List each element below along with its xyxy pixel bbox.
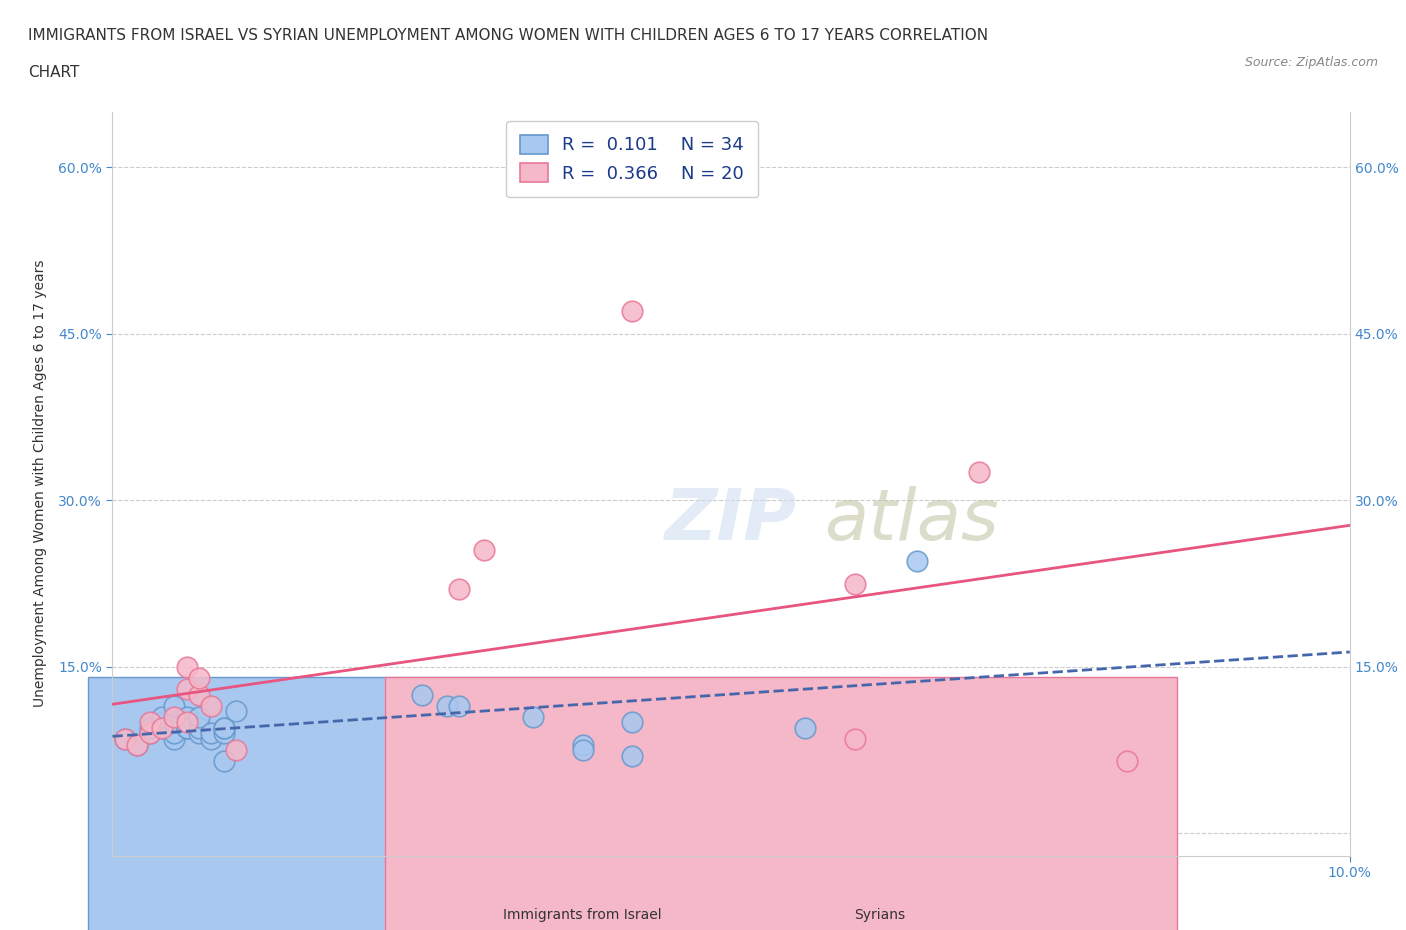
Point — [150, 721, 173, 736]
Point — [150, 721, 173, 736]
Point — [127, 737, 149, 752]
Text: CHART: CHART — [28, 65, 80, 80]
Point — [176, 715, 198, 730]
Point — [447, 698, 470, 713]
Point — [114, 732, 136, 747]
Point — [114, 732, 136, 747]
Point — [905, 554, 928, 569]
Point — [188, 687, 211, 702]
Point — [411, 687, 433, 702]
Point — [212, 754, 235, 769]
Point — [225, 743, 247, 758]
Point — [188, 721, 211, 736]
Point — [212, 726, 235, 741]
Point — [176, 682, 198, 697]
Point — [844, 732, 866, 747]
Point — [571, 737, 593, 752]
Point — [188, 726, 211, 741]
FancyBboxPatch shape — [385, 677, 1177, 930]
Point — [176, 659, 198, 674]
Point — [967, 465, 990, 480]
Text: Immigrants from Israel: Immigrants from Israel — [503, 908, 662, 922]
Point — [163, 698, 186, 713]
Point — [436, 698, 458, 713]
Point — [200, 726, 222, 741]
Text: Source: ZipAtlas.com: Source: ZipAtlas.com — [1244, 56, 1378, 69]
Y-axis label: Unemployment Among Women with Children Ages 6 to 17 years: Unemployment Among Women with Children A… — [34, 259, 46, 708]
Point — [200, 698, 222, 713]
Text: IMMIGRANTS FROM ISRAEL VS SYRIAN UNEMPLOYMENT AMONG WOMEN WITH CHILDREN AGES 6 T: IMMIGRANTS FROM ISRAEL VS SYRIAN UNEMPLO… — [28, 28, 988, 43]
Point — [188, 710, 211, 724]
Point — [571, 743, 593, 758]
Point — [212, 721, 235, 736]
Point — [472, 543, 495, 558]
Point — [176, 710, 198, 724]
Point — [163, 726, 186, 741]
Point — [138, 715, 160, 730]
Point — [794, 721, 817, 736]
Legend: R =  0.101    N = 34, R =  0.366    N = 20: R = 0.101 N = 34, R = 0.366 N = 20 — [506, 121, 758, 197]
Point — [621, 715, 644, 730]
Point — [447, 581, 470, 596]
Point — [163, 732, 186, 747]
Text: Syrians: Syrians — [853, 908, 905, 922]
Point — [138, 721, 160, 736]
Point — [225, 704, 247, 719]
Text: ZIP: ZIP — [665, 486, 797, 555]
Point — [138, 726, 160, 741]
Point — [1116, 754, 1139, 769]
Text: atlas: atlas — [824, 486, 998, 555]
Point — [522, 710, 544, 724]
Point — [200, 732, 222, 747]
FancyBboxPatch shape — [87, 677, 880, 930]
Point — [163, 710, 186, 724]
Point — [150, 710, 173, 724]
Point — [138, 726, 160, 741]
Point — [176, 721, 198, 736]
Point — [212, 721, 235, 736]
Point — [176, 721, 198, 736]
Point — [621, 749, 644, 764]
Point — [844, 576, 866, 591]
Point — [188, 671, 211, 685]
Point — [127, 737, 149, 752]
Point — [163, 715, 186, 730]
Point — [621, 304, 644, 319]
Point — [150, 715, 173, 730]
